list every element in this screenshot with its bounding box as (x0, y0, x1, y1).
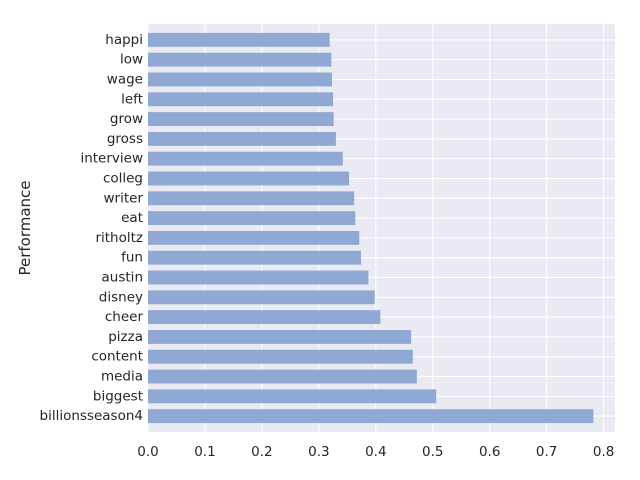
bar-disney (148, 290, 375, 305)
category-label-cheer: cheer (105, 309, 144, 325)
bar-writer (148, 191, 355, 206)
bar-gross (148, 131, 336, 146)
category-label-interview: interview (80, 151, 143, 167)
y-axis-title: Performance (16, 180, 34, 275)
x-tick-label: 0.5 (422, 444, 443, 460)
x-tick-label: 0.2 (251, 444, 272, 460)
bar-ritholtz (148, 230, 360, 245)
x-tick-label: 0.8 (593, 444, 614, 460)
x-tick-labels: 0.0 0.1 0.2 0.3 0.4 0.5 0.6 0.7 0.8 (137, 444, 614, 460)
bar-content (148, 349, 413, 364)
category-label-low: low (120, 52, 143, 68)
category-label-ritholtz: ritholtz (95, 230, 143, 246)
category-labels: billionsseason4 biggest media content pizza c… (40, 32, 144, 424)
bar-left (148, 92, 334, 107)
x-tick-label: 0.0 (137, 444, 158, 460)
x-tick-label: 0.1 (194, 444, 215, 460)
bar-low (148, 52, 332, 67)
x-tick-label: 0.3 (308, 444, 329, 460)
category-label-disney: disney (99, 289, 143, 305)
category-label-writer: writer (104, 190, 144, 206)
bar-billionsseason4 (148, 409, 594, 424)
category-label-left: left (121, 91, 143, 107)
bar-wage (148, 72, 332, 87)
category-label-eat: eat (121, 210, 143, 226)
bar-biggest (148, 389, 437, 404)
category-label-gross: gross (107, 131, 143, 147)
category-label-media: media (101, 369, 143, 385)
x-tick-label: 0.7 (536, 444, 557, 460)
bar-media (148, 369, 417, 384)
category-label-austin: austin (102, 270, 143, 286)
bar-eat (148, 211, 356, 226)
bar-cheer (148, 310, 381, 325)
x-tick-label: 0.4 (365, 444, 386, 460)
category-label-grow: grow (110, 111, 143, 127)
category-label-biggest: biggest (93, 388, 143, 404)
category-label-fun: fun (121, 250, 143, 266)
bars (148, 32, 594, 424)
category-label-colleg: colleg (103, 170, 143, 186)
category-label-pizza: pizza (108, 329, 143, 345)
bar-grow (148, 112, 334, 126)
category-label-happi: happi (105, 32, 143, 48)
category-label-content: content (91, 349, 143, 365)
bar-colleg (148, 171, 350, 186)
bar-interview (148, 151, 343, 166)
bar-austin (148, 270, 369, 285)
plot-background (148, 24, 615, 432)
bar-pizza (148, 330, 412, 344)
category-label-billionsseason4: billionsseason4 (40, 408, 143, 424)
bar-happi (148, 32, 330, 47)
x-tick-label: 0.6 (479, 444, 500, 460)
category-label-wage: wage (107, 71, 143, 87)
bar-fun (148, 250, 361, 265)
